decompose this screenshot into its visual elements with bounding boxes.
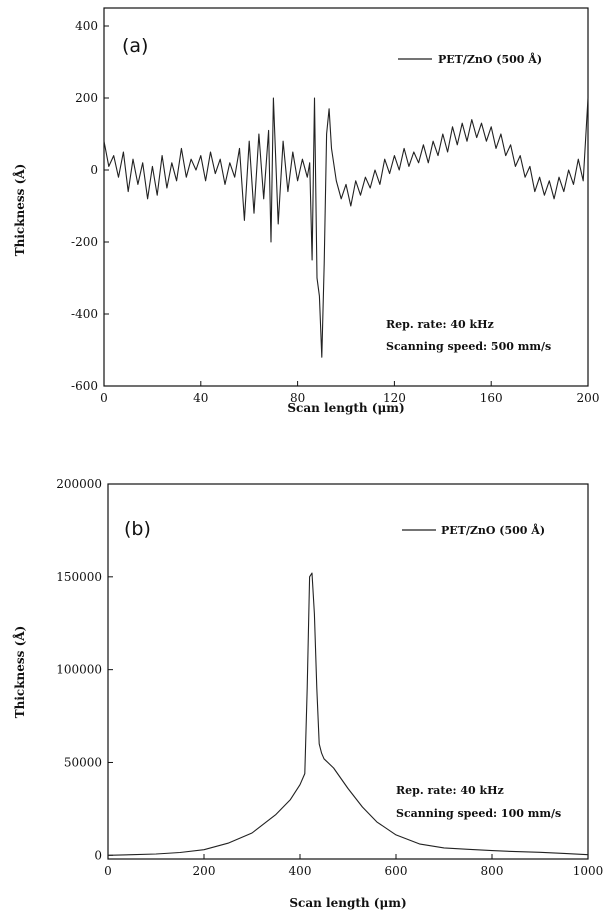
- x-tick-label-b-3: 600: [385, 864, 408, 878]
- y-tick-label-b-2: 100000: [56, 663, 102, 677]
- x-tick-label-a-3: 120: [383, 391, 406, 405]
- x-tick-label-a-4: 160: [480, 391, 503, 405]
- x-tick-label-a-1: 40: [193, 391, 208, 405]
- plot-frame-b: [107, 483, 589, 860]
- legend-b: PET/ZnO (500 Å): [402, 523, 545, 537]
- x-tick-label-b-0: 0: [104, 864, 112, 878]
- x-tick-label-a-0: 0: [100, 391, 108, 405]
- legend-label-b: PET/ZnO (500 Å): [441, 523, 545, 537]
- x-axis-title-b: Scan length (μm): [289, 896, 406, 910]
- y-tick-label-a-5: 400: [75, 19, 98, 33]
- panel-label-a: (a): [122, 35, 148, 57]
- legend-label-a: PET/ZnO (500 Å): [438, 52, 542, 66]
- y-tick-label-b-1: 50000: [64, 755, 102, 769]
- axis-ticks-a: 0 40 80 120 160 200 -600 -400 -200 0 200 400: [71, 19, 599, 405]
- panel-a: (a) PET/ZnO (500 Å) Rep. rate: 40 kHz Sc…: [12, 7, 599, 415]
- annotation-scan-speed-a: Scanning speed: 500 mm/s: [386, 340, 551, 353]
- x-tick-label-b-2: 400: [289, 864, 312, 878]
- annotation-scan-speed-b: Scanning speed: 100 mm/s: [396, 807, 561, 820]
- y-tick-label-a-3: 0: [90, 163, 98, 177]
- y-tick-label-a-2: -200: [71, 235, 98, 249]
- x-tick-label-a-2: 80: [290, 391, 305, 405]
- y-axis-title-b: Thickness (Å): [12, 626, 27, 719]
- legend-a: PET/ZnO (500 Å): [398, 52, 542, 66]
- x-tick-label-b-5: 1000: [573, 864, 604, 878]
- annotation-rep-rate-a: Rep. rate: 40 kHz: [386, 318, 494, 331]
- x-axis-title-a: Scan length (μm): [287, 401, 404, 415]
- y-tick-label-b-3: 150000: [56, 570, 102, 584]
- y-tick-label-b-4: 200000: [56, 477, 102, 491]
- series-group-b: [107, 572, 589, 856]
- x-tick-label-b-1: 200: [193, 864, 216, 878]
- annotation-rep-rate-b: Rep. rate: 40 kHz: [396, 784, 504, 797]
- y-tick-label-b-0: 0: [94, 848, 102, 862]
- x-tick-label-b-4: 800: [481, 864, 504, 878]
- y-axis-title-a: Thickness (Å): [12, 164, 27, 257]
- panel-b: (b) PET/ZnO (500 Å) Rep. rate: 40 kHz Sc…: [12, 477, 603, 910]
- series-group-a: [103, 97, 589, 358]
- series-line-a-0: [103, 97, 589, 358]
- y-tick-label-a-0: -600: [71, 379, 98, 393]
- plot-frame-a: [103, 7, 589, 387]
- panel-label-b: (b): [124, 518, 151, 540]
- axis-ticks-b: 0 200 400 600 800 1000 0 50000 100000 150000 20000…: [56, 477, 603, 878]
- x-tick-label-a-5: 200: [577, 391, 600, 405]
- y-tick-label-a-4: 200: [75, 91, 98, 105]
- y-tick-label-a-1: -400: [71, 307, 98, 321]
- series-line-b-0: [107, 572, 589, 856]
